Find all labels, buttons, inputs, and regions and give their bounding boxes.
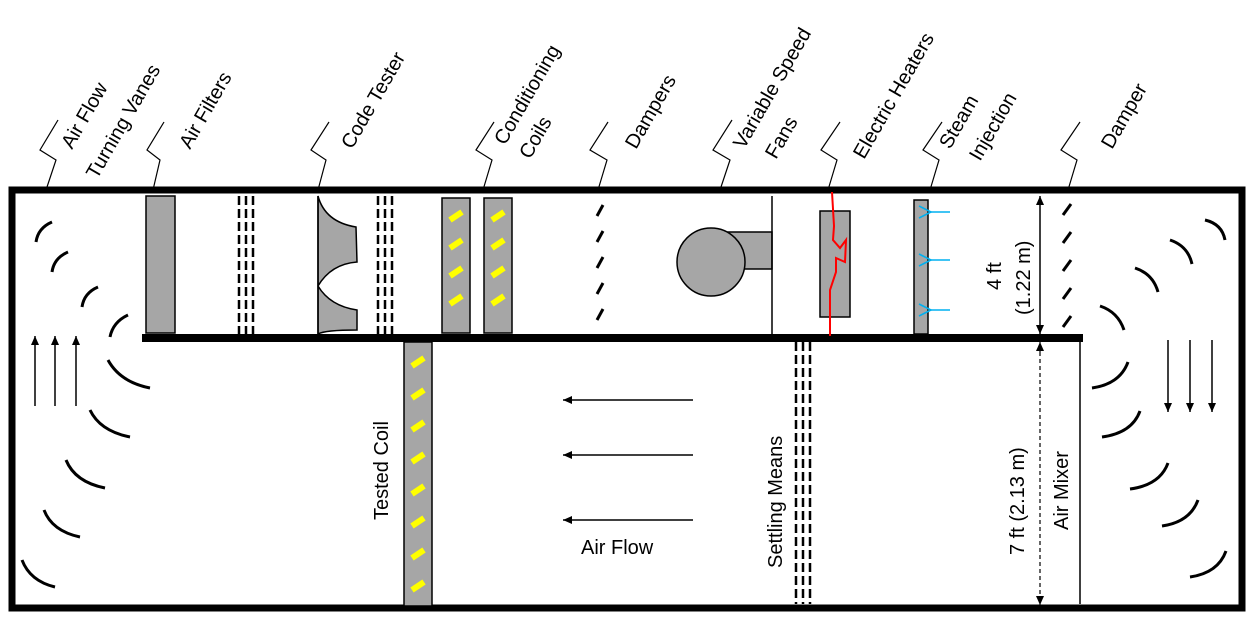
- label-dampers: Dampers: [621, 71, 681, 152]
- conditioning-coil-1: [441, 197, 471, 334]
- heater-wire: [829, 191, 848, 336]
- label-code-tester: Code Tester: [337, 48, 410, 152]
- air-flow-arrows: [563, 396, 693, 524]
- label-electric-heaters: Electric Heaters: [849, 29, 939, 162]
- label-air-mixer: Air Mixer: [1051, 451, 1073, 530]
- callout-brackets: [39, 119, 1081, 191]
- settling-means: [794, 342, 812, 604]
- steam-injection-plate: [913, 199, 929, 335]
- label-air-flow: Air Flow: [581, 537, 654, 559]
- air-filters: [145, 195, 176, 334]
- label-fans: Fans: [761, 113, 802, 163]
- code-tester-nozzle-shape: [317, 195, 358, 336]
- right-turning-vanes: [1091, 218, 1228, 579]
- left-upflow-arrows: [31, 336, 80, 406]
- label-settling-means: Settling Means: [765, 436, 787, 568]
- left-turning-vanes: [20, 220, 151, 589]
- steam-arrows: [931, 212, 950, 310]
- tested-coil-marks: [410, 355, 426, 593]
- label-upper-height: 4 ft: [984, 262, 1006, 290]
- conditioning-coil-marks: [448, 209, 506, 307]
- outer-duct-wall: [8, 186, 1246, 612]
- conditioning-coil-2: [483, 197, 513, 334]
- label-damper: Damper: [1097, 80, 1152, 153]
- label-air-filters: Air Filters: [175, 68, 236, 152]
- damper-right: [1061, 203, 1073, 328]
- upstream-screen: [237, 196, 255, 334]
- label-upper-height-metric: (1.22 m): [1013, 241, 1035, 315]
- tested-coil: [403, 341, 433, 607]
- right-downflow-arrows: [1164, 340, 1216, 412]
- variable-speed-fan: [676, 227, 773, 297]
- label-turning-vanes: Turning Vanes: [82, 61, 165, 183]
- dampers: [595, 204, 605, 321]
- label-lower-height: 7 ft (2.13 m): [1007, 447, 1029, 555]
- downstream-screen: [376, 196, 394, 334]
- label-tested-coil: Tested Coil: [371, 421, 393, 520]
- duct-divider: [142, 334, 1083, 342]
